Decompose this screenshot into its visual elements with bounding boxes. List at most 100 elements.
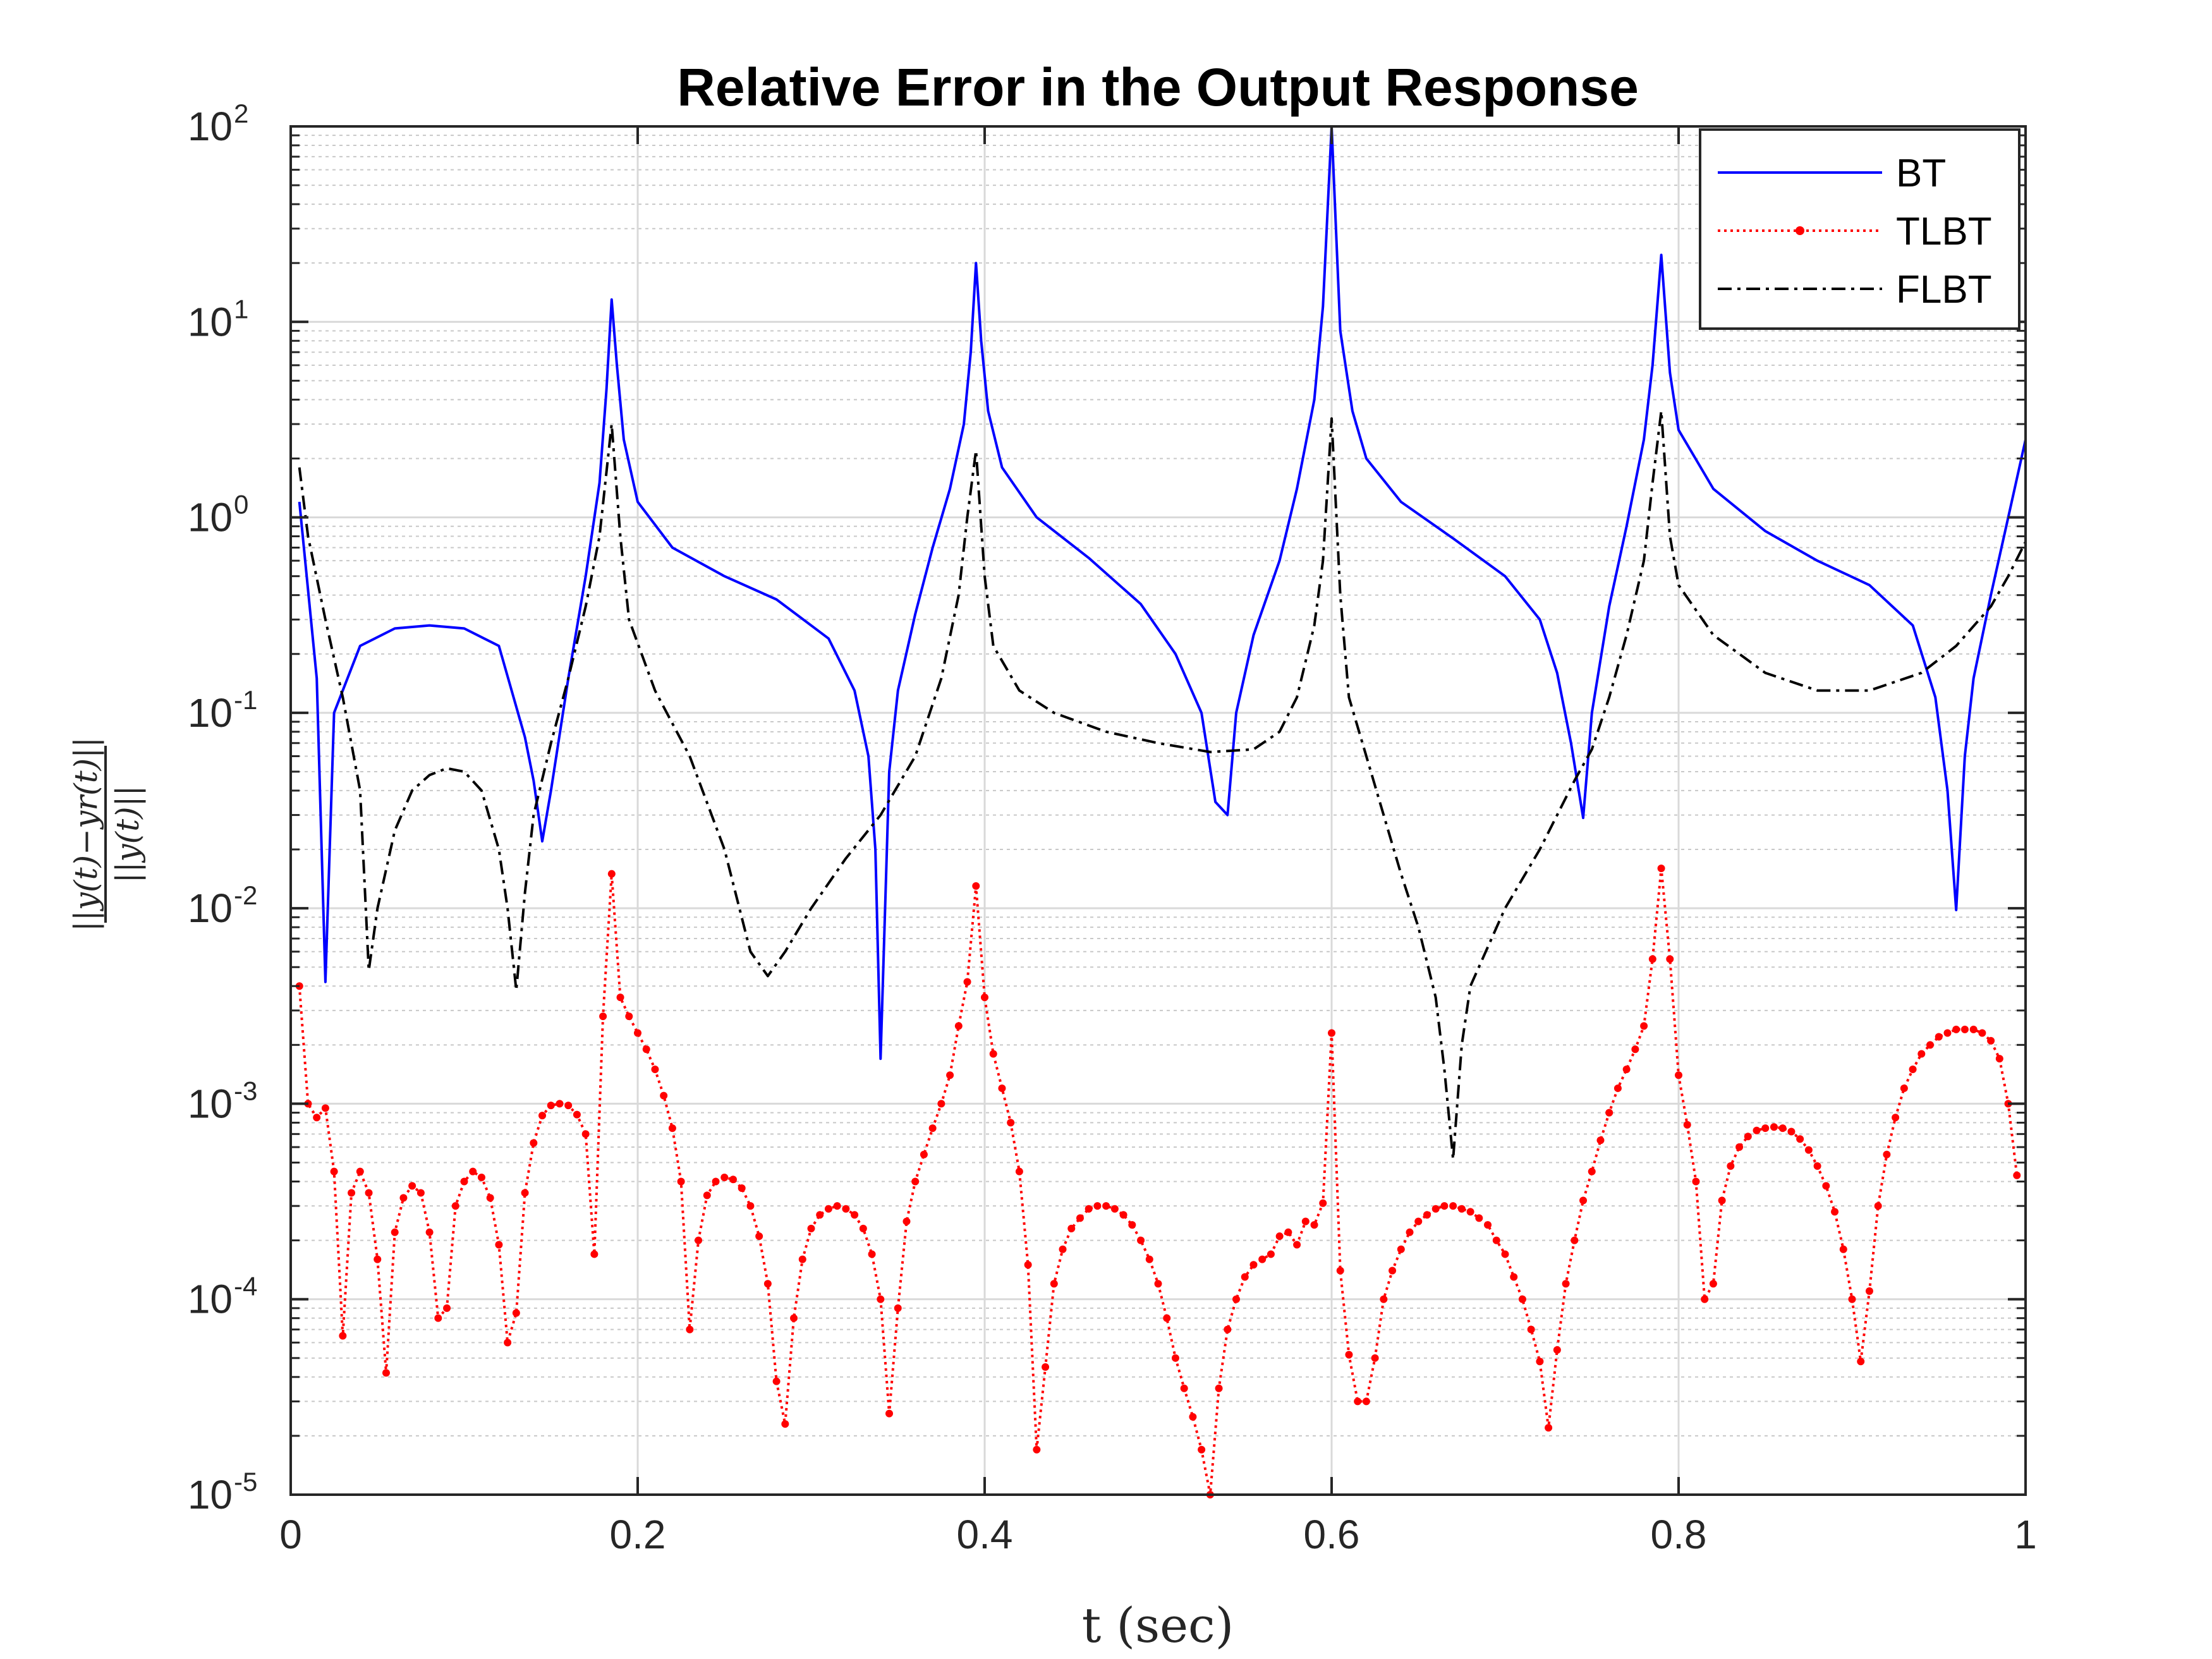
marker-tlbt [1110, 1205, 1119, 1213]
marker-tlbt [746, 1202, 755, 1210]
y-tick-exponent: 2 [234, 99, 248, 128]
marker-tlbt [1935, 1033, 1943, 1041]
marker-tlbt [894, 1304, 902, 1312]
marker-tlbt [1414, 1217, 1423, 1225]
x-axis-label: t (sec) [1082, 1597, 1234, 1653]
marker-tlbt [512, 1309, 520, 1317]
marker-tlbt [833, 1202, 841, 1210]
marker-tlbt [382, 1369, 390, 1377]
marker-tlbt [1631, 1045, 1639, 1054]
marker-tlbt [1484, 1221, 1492, 1229]
marker-tlbt [1640, 1022, 1648, 1030]
marker-tlbt [1648, 955, 1656, 963]
marker-tlbt [877, 1295, 885, 1303]
marker-tlbt [946, 1071, 954, 1079]
marker-tlbt [564, 1102, 573, 1110]
marker-tlbt [1831, 1208, 1839, 1216]
marker-tlbt [1198, 1445, 1206, 1454]
x-tick-label: 1 [2014, 1512, 2037, 1557]
marker-tlbt [1171, 1354, 1179, 1362]
marker-tlbt [1822, 1182, 1830, 1190]
marker-tlbt [1336, 1267, 1344, 1275]
y-tick-base: 10 [188, 299, 233, 344]
y-tick-base: 10 [188, 885, 233, 931]
axis-ticks [289, 125, 2027, 1496]
plot-area [291, 126, 2026, 1495]
marker-tlbt [1761, 1124, 1770, 1133]
marker-tlbt [642, 1045, 650, 1054]
marker-tlbt [1770, 1123, 1778, 1131]
legend-label-bt: BT [1896, 152, 1946, 195]
marker-tlbt [1952, 1025, 1960, 1033]
marker-tlbt [1119, 1211, 1127, 1219]
marker-tlbt [1224, 1325, 1232, 1334]
marker-tlbt [772, 1377, 781, 1385]
marker-tlbt [668, 1124, 676, 1133]
marker-tlbt [374, 1255, 382, 1263]
marker-tlbt [660, 1091, 668, 1100]
marker-tlbt [1536, 1358, 1544, 1366]
y-tick-label: 10 -2 [188, 880, 258, 931]
marker-tlbt [1622, 1065, 1631, 1073]
marker-tlbt [1900, 1084, 1908, 1092]
y-tick-base: 10 [188, 1277, 233, 1322]
marker-tlbt [504, 1339, 512, 1347]
marker-tlbt [1189, 1413, 1197, 1421]
y-tick-label: 10 2 [188, 99, 249, 149]
marker-tlbt [1709, 1280, 1717, 1288]
marker-tlbt [1969, 1025, 1978, 1033]
marker-tlbt [1718, 1196, 1726, 1205]
marker-tlbt [1102, 1202, 1110, 1210]
marker-tlbt [842, 1205, 850, 1213]
marker-tlbt [1328, 1029, 1335, 1037]
marker-tlbt [1995, 1055, 2003, 1063]
marker-tlbt [486, 1194, 494, 1202]
x-tick-label: 0.2 [610, 1512, 666, 1557]
y-tick-exponent: 0 [234, 490, 248, 520]
marker-tlbt [954, 1022, 963, 1030]
marker-tlbt [686, 1325, 694, 1334]
marker-tlbt [616, 994, 624, 1002]
x-tick-label: 0.4 [957, 1512, 1013, 1557]
marker-tlbt [1015, 1167, 1023, 1176]
y-tick-label: 10 -1 [188, 685, 258, 736]
marker-tlbt [1501, 1250, 1509, 1258]
y-tick-exponent: -5 [234, 1467, 257, 1497]
marker-tlbt [651, 1065, 659, 1073]
marker-tlbt [1345, 1351, 1353, 1359]
x-tick-labels: 0 0.2 0.4 0.6 0.8 1 [279, 1512, 2037, 1557]
x-tick-label: 0 [279, 1512, 302, 1557]
x-tick-label: 0.6 [1304, 1512, 1360, 1557]
marker-tlbt [790, 1314, 798, 1322]
marker-tlbt [937, 1100, 945, 1108]
marker-tlbt [348, 1189, 356, 1197]
marker-tlbt [1059, 1245, 1067, 1253]
marker-tlbt [1154, 1280, 1162, 1288]
marker-tlbt [1978, 1029, 1986, 1037]
marker-tlbt [695, 1236, 703, 1244]
marker-tlbt [1076, 1214, 1084, 1222]
marker-tlbt [538, 1112, 547, 1120]
marker-tlbt [1466, 1208, 1474, 1216]
y-tick-label: 10 -3 [188, 1076, 258, 1126]
marker-tlbt [1319, 1199, 1327, 1207]
marker-tlbt [677, 1177, 685, 1186]
marker-tlbt [1284, 1228, 1292, 1236]
marker-tlbt [469, 1167, 477, 1176]
marker-tlbt [1007, 1119, 1015, 1127]
marker-tlbt [998, 1084, 1006, 1092]
marker-tlbt [928, 1124, 937, 1133]
marker-tlbt [416, 1189, 425, 1197]
marker-tlbt [1492, 1236, 1500, 1244]
marker-tlbt [720, 1173, 729, 1181]
marker-tlbt [365, 1189, 373, 1197]
marker-tlbt [339, 1332, 347, 1340]
marker-tlbt [1215, 1384, 1223, 1392]
marker-tlbt [972, 882, 980, 890]
y-axis-label-denominator: ||y(t)|| [109, 786, 146, 884]
marker-tlbt [1848, 1295, 1856, 1303]
marker-tlbt [1128, 1221, 1136, 1229]
marker-tlbt [451, 1202, 459, 1210]
marker-tlbt [1917, 1050, 1926, 1058]
marker-tlbt [1449, 1202, 1457, 1210]
